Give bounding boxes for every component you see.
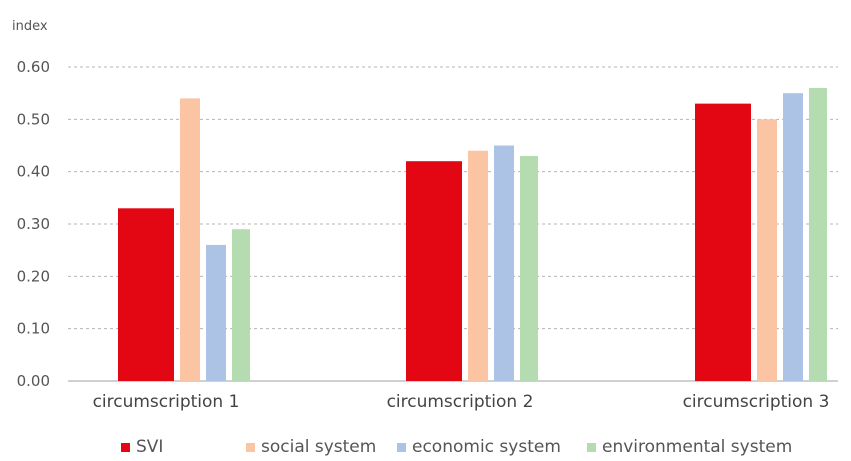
- legend-swatch: [121, 442, 130, 452]
- y-tick-label: 0.60: [17, 58, 50, 76]
- bar-svi: [406, 161, 462, 381]
- bar-social-system: [757, 119, 777, 381]
- y-tick-label: 0.00: [17, 372, 50, 390]
- legend-item: SVI: [121, 437, 163, 457]
- bar-social-system: [180, 98, 200, 382]
- y-tick-label: 0.20: [17, 267, 50, 285]
- y-tick-label: 0.40: [17, 163, 50, 181]
- bars: [118, 87, 827, 382]
- category-label: circumscription 3: [683, 392, 830, 412]
- legend-swatch: [587, 442, 596, 452]
- legend: SVI social system economic system environme…: [0, 437, 851, 461]
- legend-label: environmental system: [602, 437, 793, 457]
- category-labels: circumscription 1 circumscription 2 circum…: [93, 392, 830, 412]
- bar-environmental-system: [809, 87, 827, 381]
- bar-svi: [118, 208, 174, 381]
- legend-swatch: [397, 442, 406, 452]
- legend-label: social system: [261, 437, 377, 457]
- bar-environmental-system: [520, 155, 538, 381]
- y-axis-ticks: 0.00 0.10 0.20 0.30 0.40 0.50 0.60: [17, 58, 50, 390]
- bar-svi: [695, 103, 751, 381]
- legend-swatch: [246, 442, 255, 452]
- y-tick-label: 0.10: [17, 320, 50, 338]
- legend-item: social system: [246, 437, 376, 457]
- bar-social-system: [468, 150, 488, 381]
- bar-environmental-system: [232, 229, 250, 381]
- category-label: circumscription 1: [93, 392, 240, 412]
- y-tick-label: 0.50: [17, 110, 50, 128]
- legend-item: environmental system: [587, 437, 792, 457]
- legend-label: SVI: [136, 437, 164, 457]
- bar-economic-system: [783, 93, 803, 382]
- bar-economic-system: [206, 244, 226, 381]
- y-axis-label: index: [12, 19, 48, 34]
- legend-item: economic system: [397, 437, 561, 457]
- y-tick-label: 0.30: [17, 215, 50, 233]
- legend-label: economic system: [412, 437, 561, 457]
- bar-economic-system: [494, 145, 514, 381]
- category-label: circumscription 2: [387, 392, 534, 412]
